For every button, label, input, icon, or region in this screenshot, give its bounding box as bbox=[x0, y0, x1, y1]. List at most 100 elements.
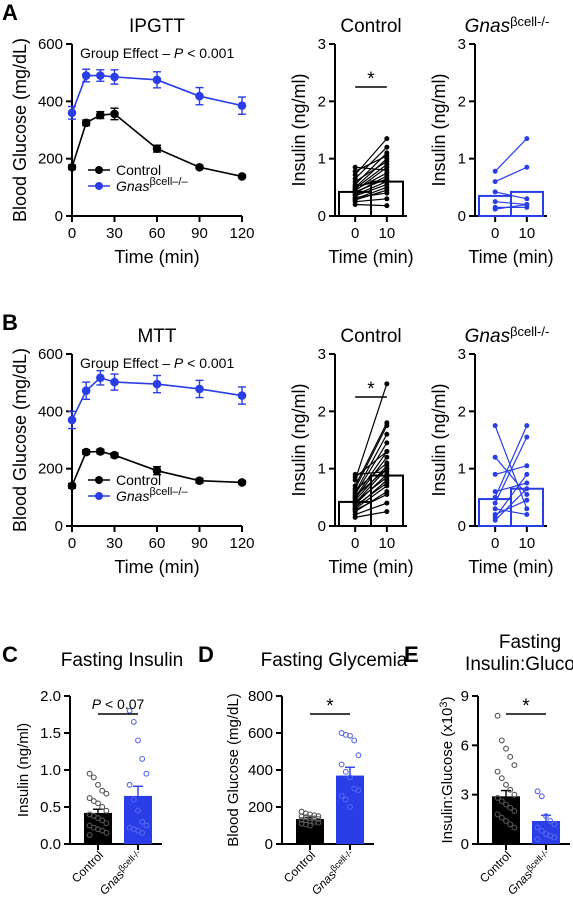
x-axis-label: Time (min) bbox=[328, 247, 413, 267]
data-point bbox=[195, 162, 204, 172]
data-point bbox=[99, 817, 106, 824]
pair-point bbox=[384, 440, 390, 446]
data-point bbox=[347, 732, 353, 739]
data-point bbox=[110, 109, 119, 119]
y-tick-label: 0 bbox=[55, 518, 63, 535]
y-tick-label: 3 bbox=[318, 36, 326, 53]
category-label: Control bbox=[281, 848, 318, 885]
chart-title: MTT bbox=[137, 326, 176, 347]
significance-marker: * bbox=[367, 69, 375, 90]
data-point bbox=[103, 820, 110, 827]
data-point bbox=[110, 450, 119, 460]
data-point bbox=[547, 818, 554, 824]
y-axis-label: Blood Glucose (mg/dL) bbox=[10, 38, 30, 222]
data-point bbox=[130, 718, 137, 725]
pair-point bbox=[492, 423, 498, 429]
x-tick-label: 60 bbox=[149, 225, 166, 242]
data-point bbox=[130, 796, 137, 803]
legend-marker bbox=[95, 492, 103, 500]
y-tick-label: 0 bbox=[265, 836, 273, 853]
y-tick-label: 2 bbox=[458, 93, 466, 110]
data-point bbox=[86, 795, 93, 802]
pair-point bbox=[524, 506, 530, 512]
pair-point bbox=[524, 434, 530, 440]
data-point bbox=[298, 813, 305, 820]
x-axis-label: Time (min) bbox=[328, 557, 413, 577]
category-label: Control bbox=[69, 848, 106, 885]
data-point bbox=[195, 384, 204, 394]
data-point bbox=[67, 162, 77, 172]
x-tick-label: 30 bbox=[106, 535, 123, 552]
pair-point bbox=[384, 144, 390, 150]
y-tick-label: 0.0 bbox=[40, 836, 61, 853]
pair-point bbox=[524, 471, 530, 477]
data-point bbox=[338, 761, 345, 768]
pair-point bbox=[492, 199, 498, 205]
pair-point bbox=[492, 506, 498, 512]
data-point bbox=[237, 101, 247, 110]
pair-line bbox=[354, 422, 388, 487]
pair-point bbox=[384, 203, 390, 209]
data-point bbox=[152, 144, 162, 153]
y-tick-label: 0 bbox=[458, 208, 466, 225]
x-axis-label: Time (min) bbox=[468, 247, 553, 267]
data-point bbox=[81, 447, 91, 457]
data-point bbox=[498, 775, 505, 782]
data-point bbox=[95, 800, 101, 807]
data-point bbox=[507, 753, 514, 760]
y-tick-label: 1 bbox=[318, 461, 326, 478]
data-point bbox=[103, 829, 110, 836]
legend-label: Gnasβcell–/– bbox=[116, 176, 188, 194]
pair-point bbox=[492, 454, 498, 460]
chart-title: Gnasβcell-/- bbox=[465, 14, 550, 37]
pair-point bbox=[352, 483, 358, 489]
pair-line bbox=[494, 166, 528, 183]
data-point bbox=[498, 798, 505, 805]
pair-point bbox=[524, 480, 530, 486]
y-tick-label: 2 bbox=[458, 403, 466, 420]
pair-point bbox=[492, 494, 498, 500]
data-point bbox=[503, 818, 509, 824]
pair-line bbox=[354, 451, 388, 478]
pair-point bbox=[352, 172, 358, 178]
pair-line bbox=[354, 183, 388, 197]
data-point bbox=[152, 466, 162, 475]
pair-point bbox=[384, 460, 390, 466]
y-tick-label: 600 bbox=[38, 346, 63, 363]
data-point bbox=[511, 808, 518, 815]
y-axis-label: Insulin:Glucose (x103) bbox=[438, 696, 456, 843]
pair-point bbox=[384, 136, 390, 142]
data-point bbox=[143, 770, 150, 777]
data-point bbox=[507, 786, 514, 793]
data-point bbox=[81, 118, 91, 128]
data-point bbox=[315, 816, 322, 822]
pair-point bbox=[384, 196, 390, 202]
data-point bbox=[96, 110, 105, 120]
chart-title: Fasting Insulin bbox=[61, 650, 184, 671]
pair-line bbox=[354, 181, 388, 196]
data-point bbox=[99, 787, 106, 794]
data-point bbox=[551, 821, 558, 828]
pair-point bbox=[492, 471, 498, 477]
pair-point bbox=[524, 164, 530, 170]
data-point bbox=[81, 386, 91, 395]
data-point bbox=[511, 824, 518, 831]
pair-point bbox=[384, 431, 390, 437]
data-point bbox=[511, 791, 518, 798]
data-point bbox=[534, 824, 541, 831]
pair-point bbox=[384, 469, 390, 475]
category-label: Control bbox=[477, 848, 514, 885]
data-point bbox=[315, 819, 322, 826]
bar bbox=[124, 795, 152, 844]
pair-point bbox=[492, 189, 498, 195]
chart-title: IPGTT bbox=[129, 16, 185, 37]
y-tick-label: 2 bbox=[318, 93, 326, 110]
x-tick-label: 0 bbox=[68, 535, 76, 552]
pair-point bbox=[524, 136, 530, 142]
pair-line bbox=[494, 138, 528, 172]
data-point bbox=[237, 478, 247, 487]
y-tick-label: 400 bbox=[38, 93, 63, 110]
y-tick-label: 200 bbox=[38, 461, 63, 478]
legend-label: Control bbox=[116, 472, 161, 488]
data-point bbox=[347, 774, 353, 781]
